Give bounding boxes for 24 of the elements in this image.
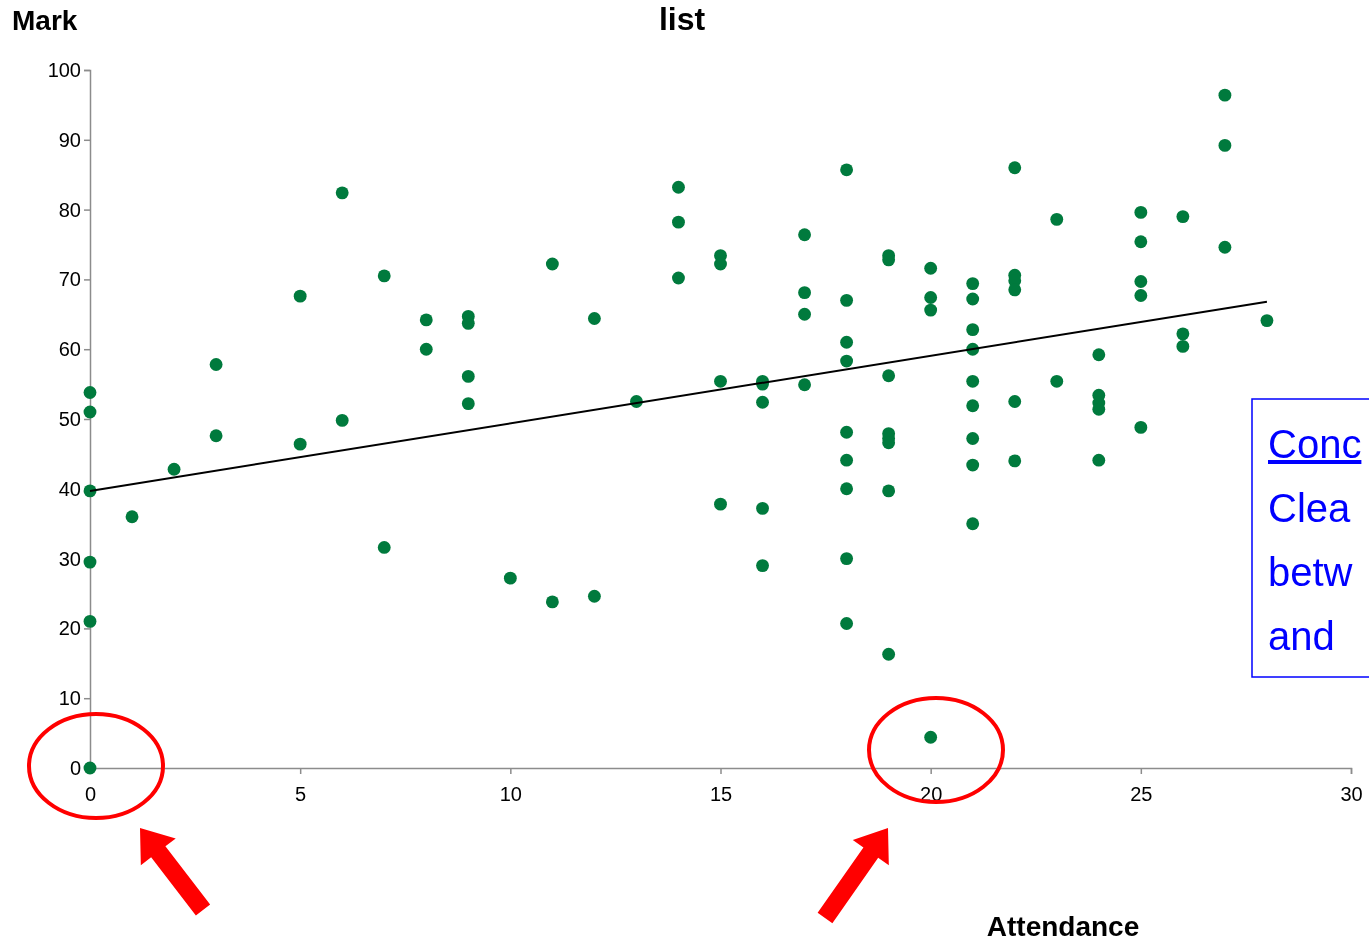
annotation: Conc [1268, 422, 1362, 466]
annotation: and [1268, 614, 1335, 658]
x-axis-title: Attendance [986, 911, 1140, 942]
y-tick-label: 40 [58, 477, 81, 500]
x-tick-label: 30 [1340, 783, 1363, 805]
x-tick-label: 15 [709, 783, 733, 805]
y-tick-label: 30 [58, 547, 81, 570]
y-tick-label: 80 [58, 198, 81, 221]
chart-title: list [658, 1, 706, 37]
annotation: Clea [1268, 486, 1352, 530]
y-tick-label: 50 [58, 407, 81, 430]
y-tick-label: 90 [58, 128, 81, 151]
y-tick-label: 100 [47, 58, 81, 81]
x-tick-label: 10 [499, 783, 522, 805]
x-tick-label: 25 [1130, 783, 1153, 805]
y-tick-label: 0 [69, 756, 81, 779]
x-tick-label: 5 [295, 783, 307, 805]
annotation: betw [1268, 550, 1353, 594]
y-tick-label: 60 [58, 338, 81, 361]
y-tick-label: 20 [58, 617, 81, 640]
y-tick-label: 10 [58, 687, 81, 710]
x-tick-label: 0 [84, 783, 97, 805]
y-axis-title: Mark [12, 5, 78, 36]
y-tick-label: 70 [58, 268, 81, 291]
